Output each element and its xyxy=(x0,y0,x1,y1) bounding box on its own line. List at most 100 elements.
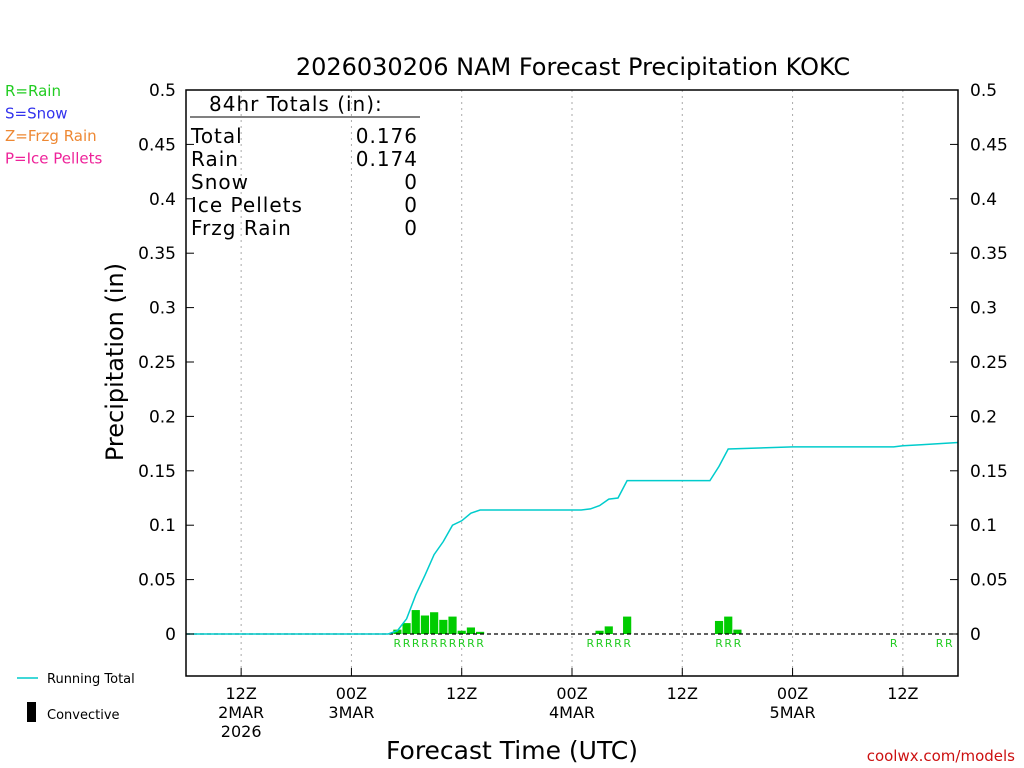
ptype-mark: R xyxy=(430,637,438,650)
y-tick-label-right: 0.2 xyxy=(970,407,997,427)
legend: R=Rain S=Snow Z=Frzg Rain P=Ice Pellets Runn… xyxy=(5,82,135,723)
x-tick-label: 00Z xyxy=(336,684,367,703)
running-total-line xyxy=(186,441,959,635)
y-tick-label-left: 0.5 xyxy=(149,81,176,101)
ptype-mark: R xyxy=(724,637,732,650)
y-tick-label-right: 0 xyxy=(970,625,981,645)
x-tick-label: 2MAR xyxy=(218,703,264,722)
totals-row-value: 0 xyxy=(404,216,418,240)
ptype-mark: R xyxy=(734,637,742,650)
totals-row-label: Frzg Rain xyxy=(191,216,292,240)
totals-row-value: 0 xyxy=(404,193,418,217)
precip-bar xyxy=(595,630,604,634)
x-tick-label: 12Z xyxy=(446,684,477,703)
convective-swatch xyxy=(27,702,36,722)
ptype-mark: R xyxy=(449,637,457,650)
legend-type-entry: R=Rain xyxy=(5,82,61,100)
ptype-mark: R xyxy=(623,637,631,650)
bar-layer xyxy=(393,610,742,634)
ptype-mark: R xyxy=(394,637,402,650)
y-tick-label-left: 0.4 xyxy=(149,190,176,210)
ptype-mark: R xyxy=(467,637,475,650)
totals-row-label: Total xyxy=(190,124,243,148)
footer-credit: coolwx.com/models xyxy=(867,747,1015,765)
precip-bar xyxy=(420,615,430,634)
x-tick-label: 12Z xyxy=(225,684,256,703)
ptype-mark: R xyxy=(936,637,944,650)
ptype-mark: R xyxy=(715,637,723,650)
ptype-mark: R xyxy=(614,637,622,650)
y-tick-label-right: 0.3 xyxy=(970,299,997,319)
y-tick-label-right: 0.5 xyxy=(970,81,997,101)
ptype-mark: R xyxy=(412,637,420,650)
y-tick-label-left: 0 xyxy=(165,625,176,645)
precip-bar xyxy=(430,612,439,634)
precip-bar xyxy=(476,631,485,634)
ptype-mark: R xyxy=(458,637,466,650)
ptype-mark: R xyxy=(605,637,613,650)
y-tick-label-right: 0.25 xyxy=(970,353,1008,373)
y-tick-label-left: 0.3 xyxy=(149,299,176,319)
ptype-mark: R xyxy=(440,637,448,650)
totals-row-value: 0.174 xyxy=(356,147,418,171)
precip-bar xyxy=(402,623,411,634)
legend-convective-label: Convective xyxy=(47,708,120,723)
precip-bar xyxy=(393,629,402,634)
legend-type-entry: P=Ice Pellets xyxy=(5,150,102,168)
line-layer xyxy=(186,441,959,635)
x-tick-label: 12Z xyxy=(887,684,918,703)
precip-bar xyxy=(411,610,420,634)
y-tick-label-right: 0.1 xyxy=(970,516,997,536)
precip-bar xyxy=(604,626,613,634)
y-tick-label-right: 0.45 xyxy=(970,135,1008,155)
precip-bar xyxy=(448,616,457,634)
x-tick-label: 00Z xyxy=(777,684,808,703)
y-tick-label-right: 0.05 xyxy=(970,571,1008,591)
legend-type-entry: Z=Frzg Rain xyxy=(5,127,97,145)
y-tick-label-left: 0.15 xyxy=(138,462,176,482)
totals-row-value: 0.176 xyxy=(356,124,418,148)
x-tick-label: 3MAR xyxy=(328,703,374,722)
ptype-mark: R xyxy=(945,637,953,650)
y-tick-label-left: 0.1 xyxy=(149,516,176,536)
totals-row-label: Snow xyxy=(191,170,249,194)
x-tick-label: 2026 xyxy=(221,722,262,741)
precip-bar xyxy=(724,616,733,634)
precip-bar xyxy=(457,630,466,634)
totals-row-value: 0 xyxy=(404,170,418,194)
precip-bar xyxy=(439,619,448,634)
x-tick-label: 12Z xyxy=(667,684,698,703)
ptype-mark: R xyxy=(596,637,604,650)
precip-bar xyxy=(733,629,742,634)
y-axis-label: Precipitation (in) xyxy=(101,263,129,461)
totals-box: 84hr Totals (in): Total 0.176 Rain 0.174 Snow… xyxy=(190,92,420,240)
precip-bar xyxy=(714,620,724,634)
y-tick-label-right: 0.15 xyxy=(970,462,1008,482)
ptype-mark: R xyxy=(421,637,429,650)
y-tick-label-left: 0.05 xyxy=(138,571,176,591)
y-tick-label-left: 0.25 xyxy=(138,353,176,373)
precip-bar xyxy=(623,616,632,634)
y-tick-label-left: 0.35 xyxy=(138,244,176,264)
totals-row-label: Rain xyxy=(191,147,239,171)
x-tick-label: 5MAR xyxy=(770,703,816,722)
ptype-mark: R xyxy=(476,637,484,650)
grid-layer xyxy=(240,90,904,676)
legend-type-entry: S=Snow xyxy=(5,105,68,123)
totals-heading: 84hr Totals (in): xyxy=(209,92,383,116)
y-tick-label-right: 0.4 xyxy=(970,190,997,210)
chart-title: 2026030206 NAM Forecast Precipitation KO… xyxy=(296,53,850,81)
ptype-mark: R xyxy=(403,637,411,650)
legend-running-total-label: Running Total xyxy=(47,672,135,687)
y-tick-label-left: 0.45 xyxy=(138,135,176,155)
totals-row-label: Ice Pellets xyxy=(191,193,303,217)
y-tick-label-right: 0.35 xyxy=(970,244,1008,264)
ptype-mark: R xyxy=(890,637,898,650)
x-axis-label: Forecast Time (UTC) xyxy=(386,736,638,765)
x-tick-label: 4MAR xyxy=(549,703,595,722)
x-tick-label: 00Z xyxy=(556,684,587,703)
precip-bar xyxy=(466,627,475,634)
